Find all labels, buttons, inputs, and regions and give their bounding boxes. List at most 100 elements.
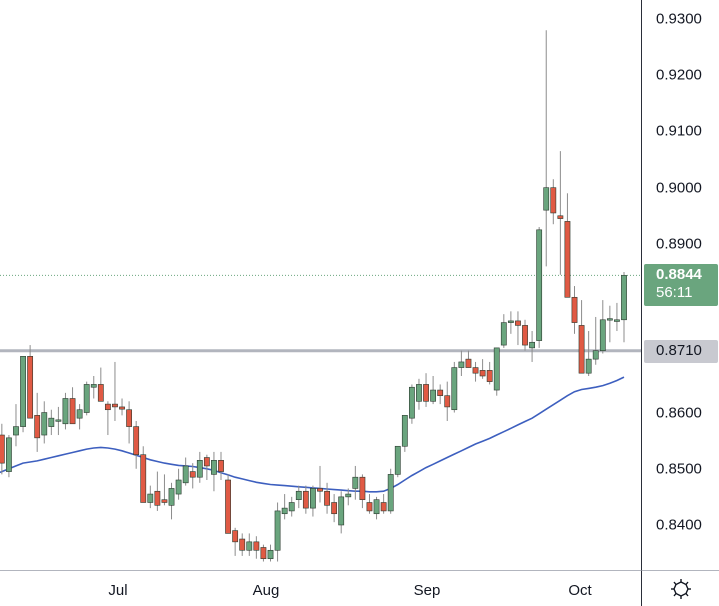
candle-up	[211, 460, 217, 475]
candle-down	[380, 502, 387, 512]
candle-down	[239, 538, 246, 551]
candle-down	[140, 454, 147, 503]
candle-down	[571, 296, 578, 323]
price-tick-label: 0.9200	[656, 66, 702, 84]
candle-up	[352, 476, 359, 489]
candle-up	[76, 409, 83, 419]
price-tick-label: 0.8900	[656, 235, 702, 253]
candle-up	[267, 549, 274, 560]
candle-down	[479, 370, 486, 377]
candle-down	[578, 325, 585, 374]
last-price-value: 0.8844	[656, 266, 702, 283]
candle-down	[472, 367, 479, 374]
price-tick-label: 0.9000	[656, 179, 702, 197]
time-axis[interactable]: Jul Aug Sep Oct	[0, 570, 641, 606]
candle-up	[196, 460, 203, 478]
candle-up	[48, 417, 55, 427]
candle-down	[522, 325, 528, 346]
candle-up	[168, 488, 175, 506]
candle-up	[147, 493, 154, 503]
candle-up	[507, 320, 514, 323]
price-tick-label: 0.9100	[656, 122, 702, 140]
candle-up	[401, 415, 408, 447]
candle-down	[557, 215, 564, 219]
candle-down	[225, 479, 231, 534]
candle-up	[90, 384, 97, 388]
candle-up	[599, 319, 606, 351]
candle-up	[175, 479, 182, 495]
candle-up	[20, 356, 26, 427]
price-tick-label: 0.8500	[656, 460, 702, 478]
candle-down	[331, 502, 338, 515]
candle-up	[592, 350, 599, 360]
time-tick-label: Aug	[252, 582, 280, 599]
candle-down	[444, 395, 451, 408]
candle-up	[416, 384, 422, 402]
candle-up	[295, 490, 302, 500]
candle-up	[458, 361, 465, 368]
candle-up	[83, 384, 90, 413]
candle-up	[408, 386, 415, 419]
candle-up	[394, 445, 401, 475]
candle-up	[288, 502, 295, 512]
candle-up	[373, 499, 380, 515]
candle-down	[564, 221, 571, 298]
candle-down	[97, 384, 104, 402]
candle-down	[437, 389, 444, 396]
candle-down	[423, 384, 429, 402]
candle-down	[366, 502, 373, 512]
candle-down	[189, 471, 196, 478]
candle-up	[387, 474, 394, 512]
candle-down	[154, 490, 161, 506]
candle-up	[274, 510, 281, 551]
candle-up	[345, 493, 352, 498]
price-tick-label: 0.9300	[656, 10, 702, 28]
candle-up	[182, 465, 189, 484]
candle-up	[614, 319, 620, 322]
candle-up	[281, 507, 288, 515]
candle-down	[486, 370, 493, 382]
candle-down	[161, 499, 168, 503]
candle-up	[55, 419, 62, 422]
candle-up	[500, 322, 507, 346]
candle-up	[536, 229, 543, 341]
candle-down	[260, 547, 267, 560]
candle-up	[493, 347, 500, 391]
candlestick-chart	[0, 30, 641, 562]
price-tick-label: 0.8600	[656, 404, 702, 422]
gear-icon	[670, 578, 691, 599]
candle-down	[133, 426, 140, 456]
candle-down	[253, 541, 260, 551]
candle-up	[62, 398, 69, 425]
candle-down	[465, 358, 472, 368]
candle-down	[126, 409, 132, 427]
candle-up	[451, 367, 458, 411]
candle-down	[550, 187, 557, 214]
horizontal-level-badge: 0.8710	[644, 340, 718, 363]
candle-down	[302, 490, 309, 509]
candle-down	[359, 476, 366, 500]
chart-plot-area[interactable]	[0, 0, 641, 570]
bar-countdown: 56:11	[656, 284, 693, 301]
candle-up	[6, 437, 12, 472]
candle-down	[69, 398, 76, 425]
time-tick-label: Jul	[108, 582, 128, 599]
candle-down	[218, 460, 224, 472]
candle-up	[246, 541, 253, 551]
candle-down	[34, 415, 41, 439]
candle-down	[27, 356, 34, 419]
time-tick-label: Sep	[413, 582, 441, 599]
candle-up	[621, 275, 627, 321]
moving-average-line	[0, 376, 625, 493]
candle-up	[430, 389, 437, 402]
last-price-badge: 0.8844 56:11	[644, 264, 718, 306]
candle-up	[543, 187, 550, 211]
chart-settings-button[interactable]	[641, 570, 719, 606]
price-axis[interactable]: 0.9300 0.9200 0.9100 0.9000 0.8900 0.8600 0.85…	[641, 0, 719, 570]
candle-up	[310, 488, 316, 509]
candle-down	[232, 530, 239, 543]
candle-down	[515, 320, 521, 326]
candle-down	[104, 403, 111, 411]
candle-up	[606, 318, 613, 321]
candle-up	[338, 496, 345, 526]
